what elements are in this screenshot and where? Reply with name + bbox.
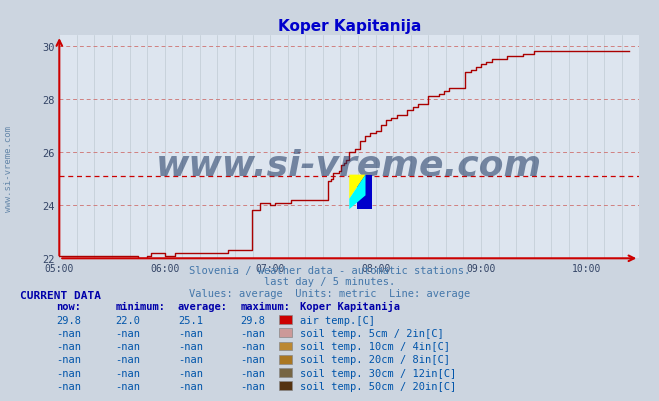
Text: www.si-vreme.com: www.si-vreme.com [156,148,542,182]
Text: -nan: -nan [56,368,81,378]
Text: Koper Kapitanija: Koper Kapitanija [300,301,400,312]
Polygon shape [349,175,366,210]
Text: Slovenia / weather data - automatic stations.: Slovenia / weather data - automatic stat… [189,265,470,275]
Text: CURRENT DATA: CURRENT DATA [20,291,101,301]
Text: soil temp. 5cm / 2in[C]: soil temp. 5cm / 2in[C] [300,328,444,338]
Text: -nan: -nan [178,341,203,351]
Text: last day / 5 minutes.: last day / 5 minutes. [264,277,395,287]
Text: -nan: -nan [178,381,203,391]
Text: -nan: -nan [178,328,203,338]
Text: 22.0: 22.0 [115,315,140,325]
Bar [357,175,372,210]
Text: soil temp. 20cm / 8in[C]: soil temp. 20cm / 8in[C] [300,354,450,365]
Text: -nan: -nan [241,354,266,365]
Text: minimum:: minimum: [115,302,165,312]
Text: Values: average  Units: metric  Line: average: Values: average Units: metric Line: aver… [189,288,470,298]
Text: -nan: -nan [56,341,81,351]
Text: soil temp. 10cm / 4in[C]: soil temp. 10cm / 4in[C] [300,341,450,351]
Polygon shape [349,175,366,199]
Text: -nan: -nan [178,354,203,365]
Text: now:: now: [56,302,81,312]
Text: www.si-vreme.com: www.si-vreme.com [4,126,13,211]
Text: 29.8: 29.8 [241,315,266,325]
Text: -nan: -nan [178,368,203,378]
Text: -nan: -nan [115,381,140,391]
Text: -nan: -nan [241,341,266,351]
Title: Koper Kapitanija: Koper Kapitanija [277,18,421,34]
Text: average:: average: [178,302,228,312]
Text: 29.8: 29.8 [56,315,81,325]
Text: -nan: -nan [241,381,266,391]
Text: air temp.[C]: air temp.[C] [300,315,375,325]
Text: -nan: -nan [241,368,266,378]
Text: -nan: -nan [115,328,140,338]
Text: -nan: -nan [115,341,140,351]
Text: -nan: -nan [56,354,81,365]
Text: maximum:: maximum: [241,302,291,312]
Text: 25.1: 25.1 [178,315,203,325]
Text: -nan: -nan [241,328,266,338]
Text: -nan: -nan [56,328,81,338]
Text: -nan: -nan [115,368,140,378]
Text: soil temp. 30cm / 12in[C]: soil temp. 30cm / 12in[C] [300,368,456,378]
Text: soil temp. 50cm / 20in[C]: soil temp. 50cm / 20in[C] [300,381,456,391]
Text: -nan: -nan [56,381,81,391]
Text: -nan: -nan [115,354,140,365]
